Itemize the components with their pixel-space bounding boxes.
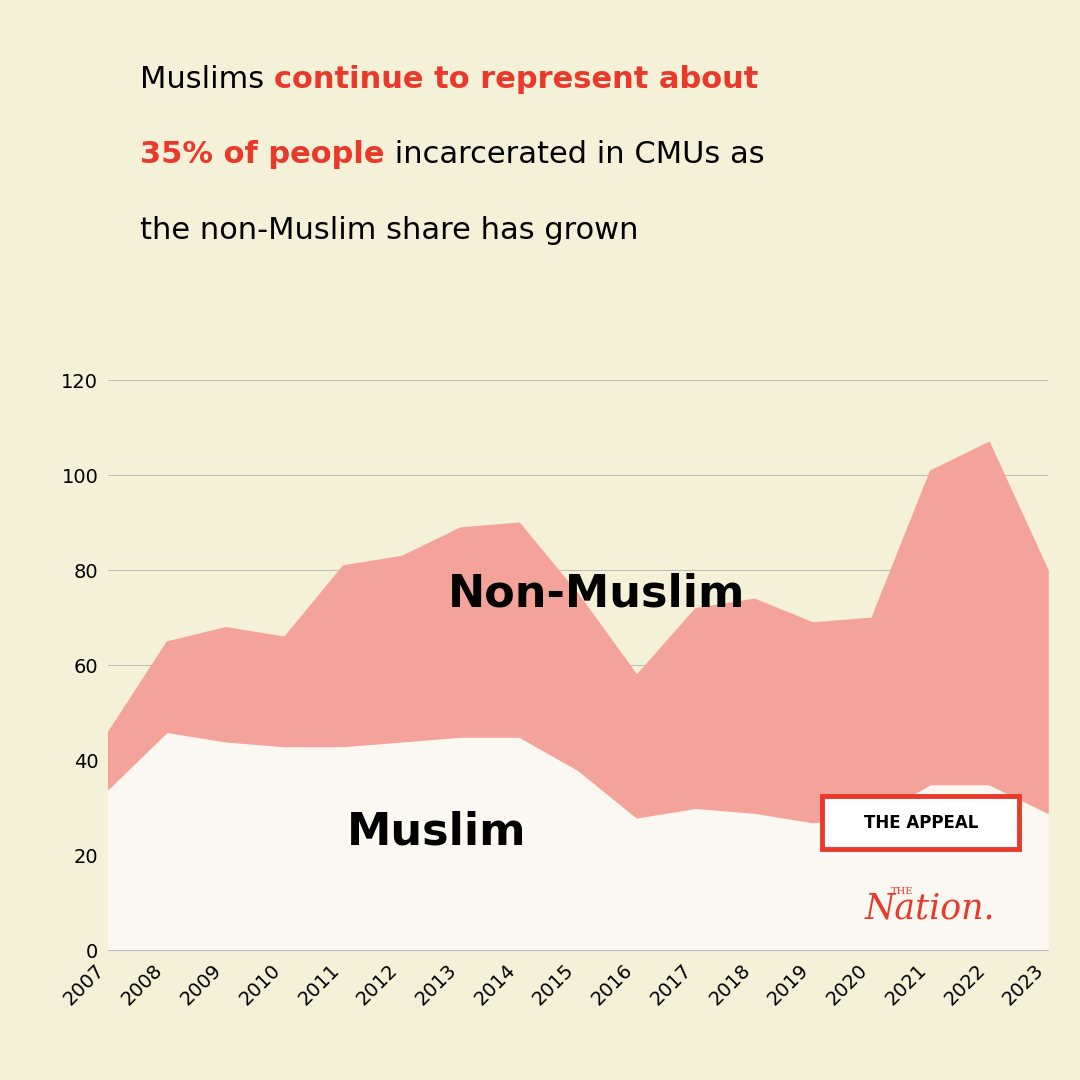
Text: the non-Muslim share has grown: the non-Muslim share has grown xyxy=(140,216,639,245)
Text: 35% of people: 35% of people xyxy=(140,140,384,170)
Text: Muslim: Muslim xyxy=(347,810,527,853)
Text: incarcerated in CMUs as: incarcerated in CMUs as xyxy=(384,140,765,170)
Text: THE: THE xyxy=(891,887,914,895)
Text: THE APPEAL: THE APPEAL xyxy=(864,813,978,832)
FancyBboxPatch shape xyxy=(822,796,1020,849)
Text: Nation.: Nation. xyxy=(865,892,996,926)
Text: Non-Muslim: Non-Muslim xyxy=(448,572,745,616)
Text: continue to represent about: continue to represent about xyxy=(274,65,758,94)
Text: Muslims: Muslims xyxy=(140,65,274,94)
